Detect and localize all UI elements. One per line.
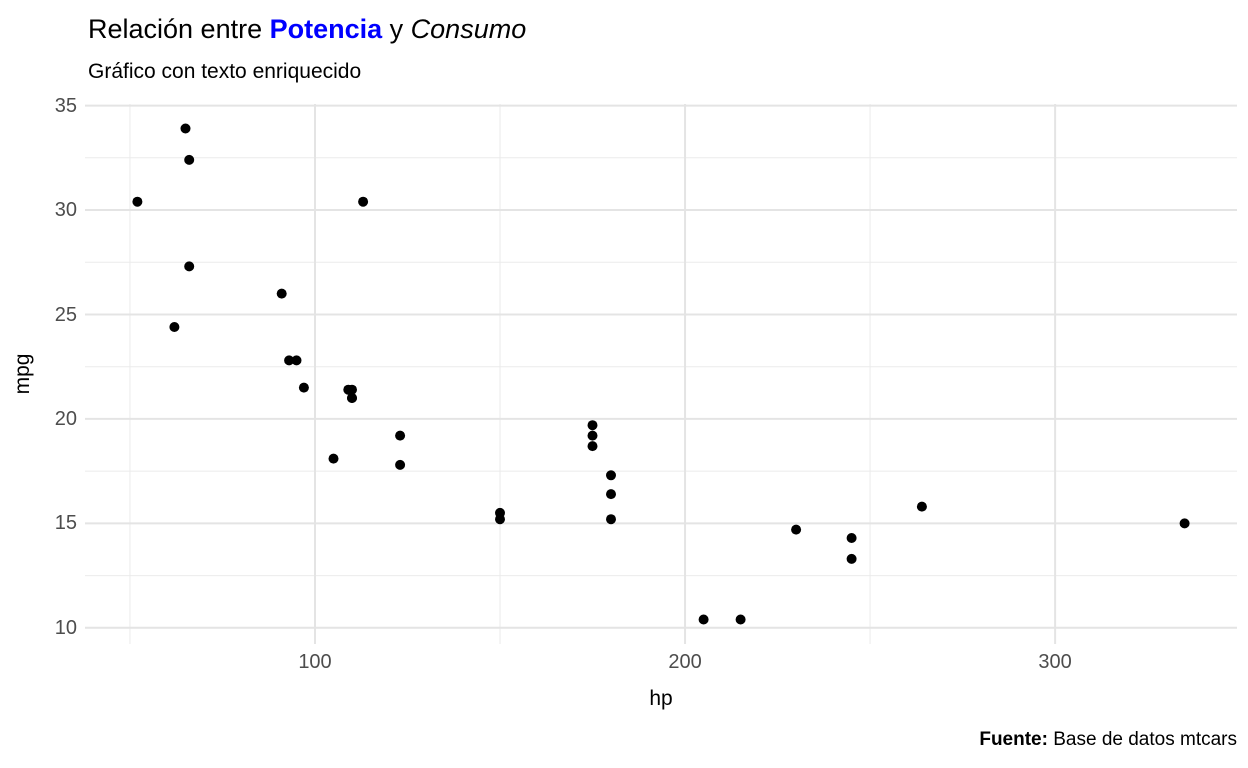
data-point — [606, 514, 616, 525]
data-point — [395, 430, 406, 441]
title-text-2: y — [382, 14, 411, 44]
title-consumo-italic: Consumo — [410, 14, 527, 44]
data-point — [347, 393, 357, 403]
x-tick-label: 100 — [298, 651, 332, 673]
data-point — [132, 196, 143, 207]
data-point — [587, 420, 598, 431]
y-tick-label: 30 — [54, 199, 77, 221]
title-text-1: Relación entre — [88, 14, 270, 44]
data-point — [916, 501, 927, 512]
data-point — [698, 614, 709, 625]
data-point — [846, 533, 857, 543]
data-point — [328, 453, 339, 464]
caption-source-text: Base de datos mtcars — [1047, 729, 1237, 750]
data-point — [169, 322, 180, 332]
data-point — [846, 553, 857, 564]
plot-title: Relación entre Potencia y Consumo — [88, 12, 526, 46]
y-tick-label: 20 — [54, 407, 77, 430]
data-point — [587, 441, 598, 452]
title-potencia-highlight: Potencia — [269, 14, 383, 44]
data-point — [184, 261, 195, 272]
data-point — [495, 514, 505, 525]
data-point — [343, 384, 354, 395]
data-point — [184, 154, 195, 165]
plot-subtitle: Gráfico con texto enriquecido — [88, 60, 362, 83]
y-tick-label: 15 — [54, 512, 77, 535]
data-point — [291, 355, 302, 366]
x-tick-label: 200 — [668, 651, 702, 673]
y-tick-label: 25 — [54, 303, 77, 326]
data-point — [587, 430, 598, 441]
data-point — [358, 196, 369, 207]
data-point — [1179, 518, 1190, 529]
data-point — [395, 459, 406, 470]
data-point — [180, 123, 191, 134]
data-point — [606, 489, 616, 500]
data-point — [606, 470, 616, 481]
y-tick-label: 35 — [54, 94, 77, 117]
plot-caption: Fuente: Base de datos mtcars — [979, 729, 1237, 751]
y-axis-title: mpg — [11, 353, 34, 395]
data-point — [276, 288, 287, 299]
caption-source-label: Fuente: — [979, 729, 1048, 750]
data-point — [284, 355, 295, 366]
x-tick-label: 300 — [1038, 651, 1072, 673]
y-tick-label: 10 — [54, 616, 77, 639]
x-axis-title: hp — [649, 687, 673, 710]
data-point — [298, 382, 309, 393]
data-point — [735, 614, 746, 625]
data-point — [791, 524, 802, 535]
